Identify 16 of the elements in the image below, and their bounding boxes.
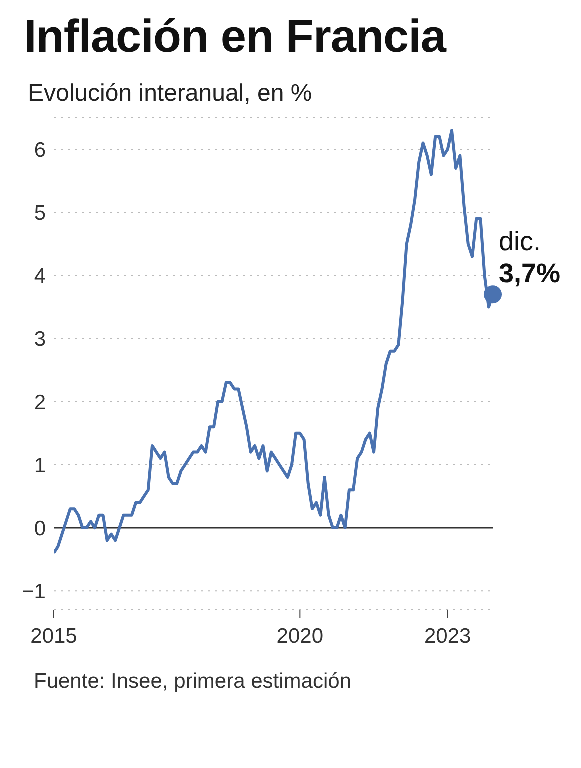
y-tick-label: 3 bbox=[34, 328, 46, 352]
x-tick-label: 2023 bbox=[424, 624, 472, 648]
y-tick-label: 0 bbox=[34, 517, 46, 540]
y-tick-label: 4 bbox=[34, 265, 46, 288]
x-tick-label: 2020 bbox=[276, 624, 324, 648]
annotation: 3,7% bbox=[499, 258, 561, 289]
x-tick-label: 2015 bbox=[30, 624, 78, 648]
annotation: dic. bbox=[499, 226, 542, 257]
y-tick-label: 2 bbox=[34, 391, 46, 414]
chart-title: Inflación en Francia bbox=[24, 9, 448, 64]
y-tick-label: −1 bbox=[22, 580, 46, 604]
source-note: Fuente: Insee, primera estimación bbox=[34, 670, 352, 694]
y-tick-label: 5 bbox=[34, 202, 46, 226]
chart-subtitle: Evolución interanual, en % bbox=[28, 79, 314, 109]
y-tick-label: 1 bbox=[34, 454, 46, 478]
y-tick-label: 6 bbox=[34, 138, 46, 162]
